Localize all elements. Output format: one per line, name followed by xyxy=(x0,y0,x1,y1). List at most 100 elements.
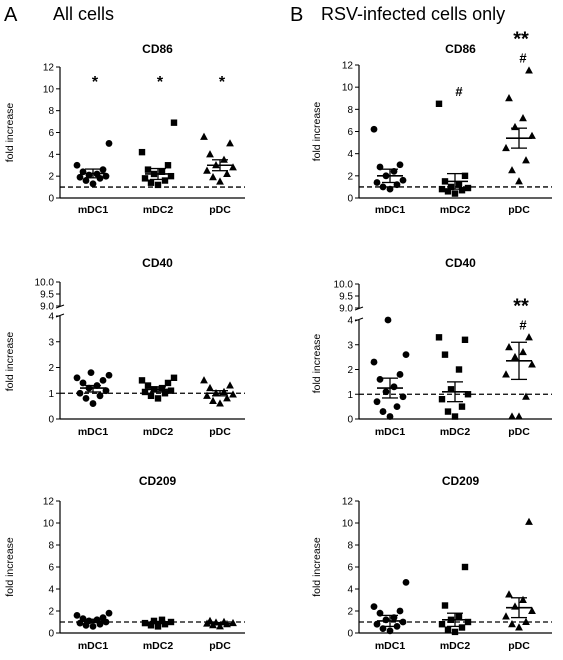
data-point xyxy=(170,374,178,381)
data-point xyxy=(399,393,407,401)
series-pdc: #** xyxy=(502,295,536,420)
data-point xyxy=(458,624,466,631)
data-point xyxy=(508,166,516,174)
data-point xyxy=(161,177,169,184)
y-tick-label: 4 xyxy=(347,149,353,160)
y-tick-label: 2 xyxy=(48,607,54,618)
axis-break xyxy=(354,306,364,311)
data-point xyxy=(147,179,155,186)
chart-title: CD40 xyxy=(142,256,173,270)
data-point xyxy=(226,139,234,147)
chart-a-cd40: 9.09.510.0 CD40 fold increase 0 1 2 3 4 mDC1 mDC2… xyxy=(4,256,245,438)
data-point xyxy=(99,376,107,384)
data-point xyxy=(458,187,466,194)
y-tick-label: 4 xyxy=(48,150,54,161)
x-tick-label: mDC1 xyxy=(375,204,406,216)
axis-break xyxy=(55,304,65,309)
data-point xyxy=(525,66,533,74)
significance-mark: # xyxy=(519,317,527,332)
series-mdc2 xyxy=(138,374,178,402)
series-mdc1 xyxy=(73,369,113,407)
y-tick-label: 12 xyxy=(342,497,354,508)
data-point xyxy=(102,387,110,395)
data-point xyxy=(396,607,404,615)
data-point xyxy=(502,370,510,378)
series-mdc2: * xyxy=(138,74,178,189)
data-point xyxy=(461,336,469,343)
series-pdc: * xyxy=(200,74,237,185)
series-pdc: #** xyxy=(502,29,536,185)
y-tick-label: 4 xyxy=(48,312,54,323)
data-point xyxy=(209,173,217,181)
data-point xyxy=(73,612,81,619)
y-tick-label: 3 xyxy=(48,337,54,348)
data-point xyxy=(379,183,387,191)
y-axis-label: fold increase xyxy=(311,537,323,597)
data-point xyxy=(206,383,214,392)
y-tick-label: 8 xyxy=(347,541,353,552)
panel-title: All cells xyxy=(53,4,115,24)
data-point xyxy=(505,94,513,102)
data-point xyxy=(386,413,394,420)
chart-title: CD40 xyxy=(445,256,476,270)
data-point xyxy=(376,163,384,171)
data-point xyxy=(226,381,234,389)
panel-title: RSV-infected cells only xyxy=(321,4,506,24)
series-mdc1 xyxy=(73,609,113,630)
y-tick-label: 2 xyxy=(347,171,353,182)
data-point xyxy=(438,621,446,628)
data-point xyxy=(102,172,110,180)
data-point xyxy=(511,602,519,610)
data-point xyxy=(522,392,530,400)
data-point xyxy=(105,140,113,147)
data-point xyxy=(138,148,146,156)
data-point xyxy=(382,388,390,396)
y-tick-label: 10 xyxy=(342,519,354,530)
data-point xyxy=(396,371,404,378)
data-point xyxy=(396,161,404,169)
data-point xyxy=(508,620,516,628)
x-tick-label: pDC xyxy=(508,204,530,216)
data-point xyxy=(99,614,107,621)
data-point xyxy=(370,603,378,610)
y-tick-label: 0 xyxy=(48,415,54,426)
data-point xyxy=(402,351,410,359)
x-tick-label: pDC xyxy=(508,640,530,652)
significance-mark: # xyxy=(519,51,527,66)
data-point xyxy=(76,173,84,181)
data-point xyxy=(447,183,455,191)
y-tick-label: 2 xyxy=(48,172,54,183)
data-point xyxy=(451,628,459,636)
y-tick-label: 2 xyxy=(347,365,353,376)
x-tick-label: mDC2 xyxy=(440,204,471,216)
x-tick-label: mDC1 xyxy=(375,426,406,438)
x-tick-label: mDC1 xyxy=(78,204,109,216)
data-point xyxy=(99,166,107,174)
x-tick-label: mDC2 xyxy=(440,640,471,652)
data-point xyxy=(438,185,446,193)
data-point xyxy=(402,579,410,586)
data-point xyxy=(455,181,463,188)
data-point xyxy=(515,623,523,631)
data-point xyxy=(441,602,449,609)
data-point xyxy=(399,618,407,626)
y-tick-label: 2 xyxy=(48,363,54,374)
data-point xyxy=(373,620,381,628)
series-pdc xyxy=(203,616,237,630)
y-tick-label: 9.5 xyxy=(339,292,353,303)
series-mdc1 xyxy=(370,579,410,635)
data-point xyxy=(435,100,443,107)
data-point xyxy=(147,622,155,629)
y-tick-label: 4 xyxy=(347,316,353,327)
data-point xyxy=(154,395,162,402)
y-tick-label: 10 xyxy=(342,83,354,94)
x-tick-label: mDC1 xyxy=(78,640,109,652)
data-point xyxy=(384,316,392,324)
series-pdc xyxy=(200,376,237,407)
data-point xyxy=(528,131,536,139)
y-tick-label: 4 xyxy=(48,585,54,596)
data-point xyxy=(147,392,155,400)
data-point xyxy=(154,181,162,189)
